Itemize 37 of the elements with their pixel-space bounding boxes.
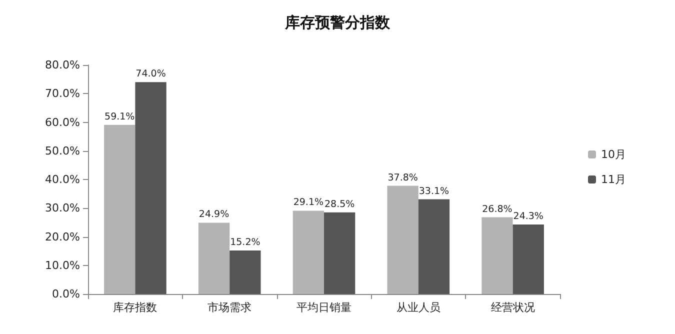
bar	[387, 186, 418, 294]
x-tick-label: 市场需求	[208, 301, 252, 314]
y-tick-label: 20.0%	[45, 230, 80, 244]
y-tick-label: 50.0%	[45, 144, 80, 158]
bar	[482, 217, 513, 294]
bar	[230, 250, 261, 294]
bar	[324, 212, 356, 294]
legend-label: 10月	[601, 148, 626, 161]
data-label: 15.2%	[230, 236, 260, 248]
bar	[198, 222, 230, 294]
x-tick-label: 平均日销量	[296, 301, 352, 314]
bar	[512, 224, 544, 294]
y-tick-label: 60.0%	[45, 116, 80, 129]
bar	[135, 82, 166, 294]
y-tick-label: 40.0%	[45, 173, 80, 186]
legend-label: 11月	[601, 173, 626, 186]
data-label: 37.8%	[388, 172, 418, 184]
x-tick-label: 库存指数	[113, 301, 158, 314]
data-label: 26.8%	[482, 204, 512, 215]
bar	[292, 210, 324, 294]
y-tick-label: 30.0%	[45, 202, 80, 215]
data-label: 28.5%	[324, 198, 355, 210]
data-label: 24.9%	[198, 209, 230, 220]
y-tick-label: 10.0%	[45, 258, 80, 272]
data-label: 59.1%	[104, 111, 135, 122]
data-label: 24.3%	[513, 210, 544, 222]
y-tick-label: 80.0%	[45, 58, 80, 72]
bar	[418, 199, 450, 294]
y-tick-label: 0.0%	[52, 288, 80, 300]
x-tick-label: 从业人员	[396, 301, 440, 314]
data-label: 29.1%	[293, 197, 324, 208]
y-tick-label: 70.0%	[45, 87, 80, 100]
data-label: 74.0%	[136, 68, 166, 80]
x-tick-label: 经营状况	[490, 301, 535, 314]
bar	[104, 124, 136, 294]
chart-title: 库存预警分指数	[284, 14, 391, 32]
data-label: 33.1%	[418, 186, 450, 197]
